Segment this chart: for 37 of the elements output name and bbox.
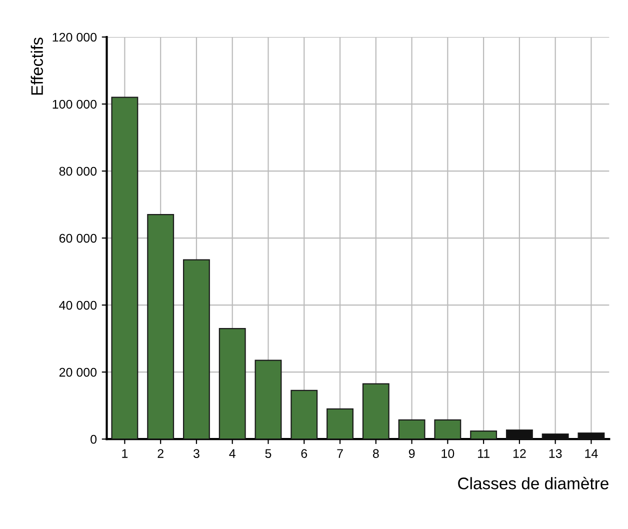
x-tick-label: 7 bbox=[337, 449, 343, 458]
x-tick-label: 12 bbox=[513, 449, 526, 458]
x-tick-label: 2 bbox=[158, 449, 164, 458]
x-tick-label: 3 bbox=[193, 449, 200, 458]
x-tick-label: 6 bbox=[301, 449, 308, 458]
x-tick-label: 8 bbox=[372, 449, 379, 458]
bar bbox=[218, 328, 246, 440]
bar bbox=[147, 214, 174, 440]
bar bbox=[326, 408, 354, 440]
x-axis-title: Classes de diamètre bbox=[458, 476, 608, 490]
x-tick-label: 9 bbox=[408, 449, 415, 458]
bar bbox=[434, 419, 462, 440]
bar bbox=[542, 433, 569, 440]
y-tick-label: 20 000 bbox=[59, 368, 97, 377]
x-tick-label: 4 bbox=[229, 449, 236, 458]
x-tick-label: 5 bbox=[265, 449, 272, 458]
y-tick-label: 60 000 bbox=[59, 234, 97, 243]
bar bbox=[290, 390, 318, 440]
y-tick-label: 80 000 bbox=[59, 166, 97, 176]
x-tick-label: 14 bbox=[585, 449, 598, 458]
bar bbox=[111, 96, 138, 440]
bar bbox=[183, 259, 210, 440]
bar bbox=[254, 360, 282, 440]
bar bbox=[470, 430, 498, 440]
x-tick-label: 13 bbox=[549, 449, 562, 458]
bar bbox=[362, 383, 390, 440]
bar bbox=[578, 432, 605, 440]
y-tick-label: 40 000 bbox=[59, 300, 97, 310]
y-axis-title: Effectifs bbox=[30, 38, 44, 95]
y-tick-label: 0 bbox=[90, 434, 97, 444]
y-tick-label: 100 000 bbox=[52, 100, 97, 109]
x-tick-label: 10 bbox=[442, 449, 454, 458]
bar bbox=[506, 429, 533, 440]
x-tick-label: 11 bbox=[478, 449, 490, 458]
x-tick-label: 1 bbox=[122, 449, 128, 458]
bar bbox=[398, 419, 426, 440]
y-tick-label: 120 000 bbox=[52, 32, 97, 42]
